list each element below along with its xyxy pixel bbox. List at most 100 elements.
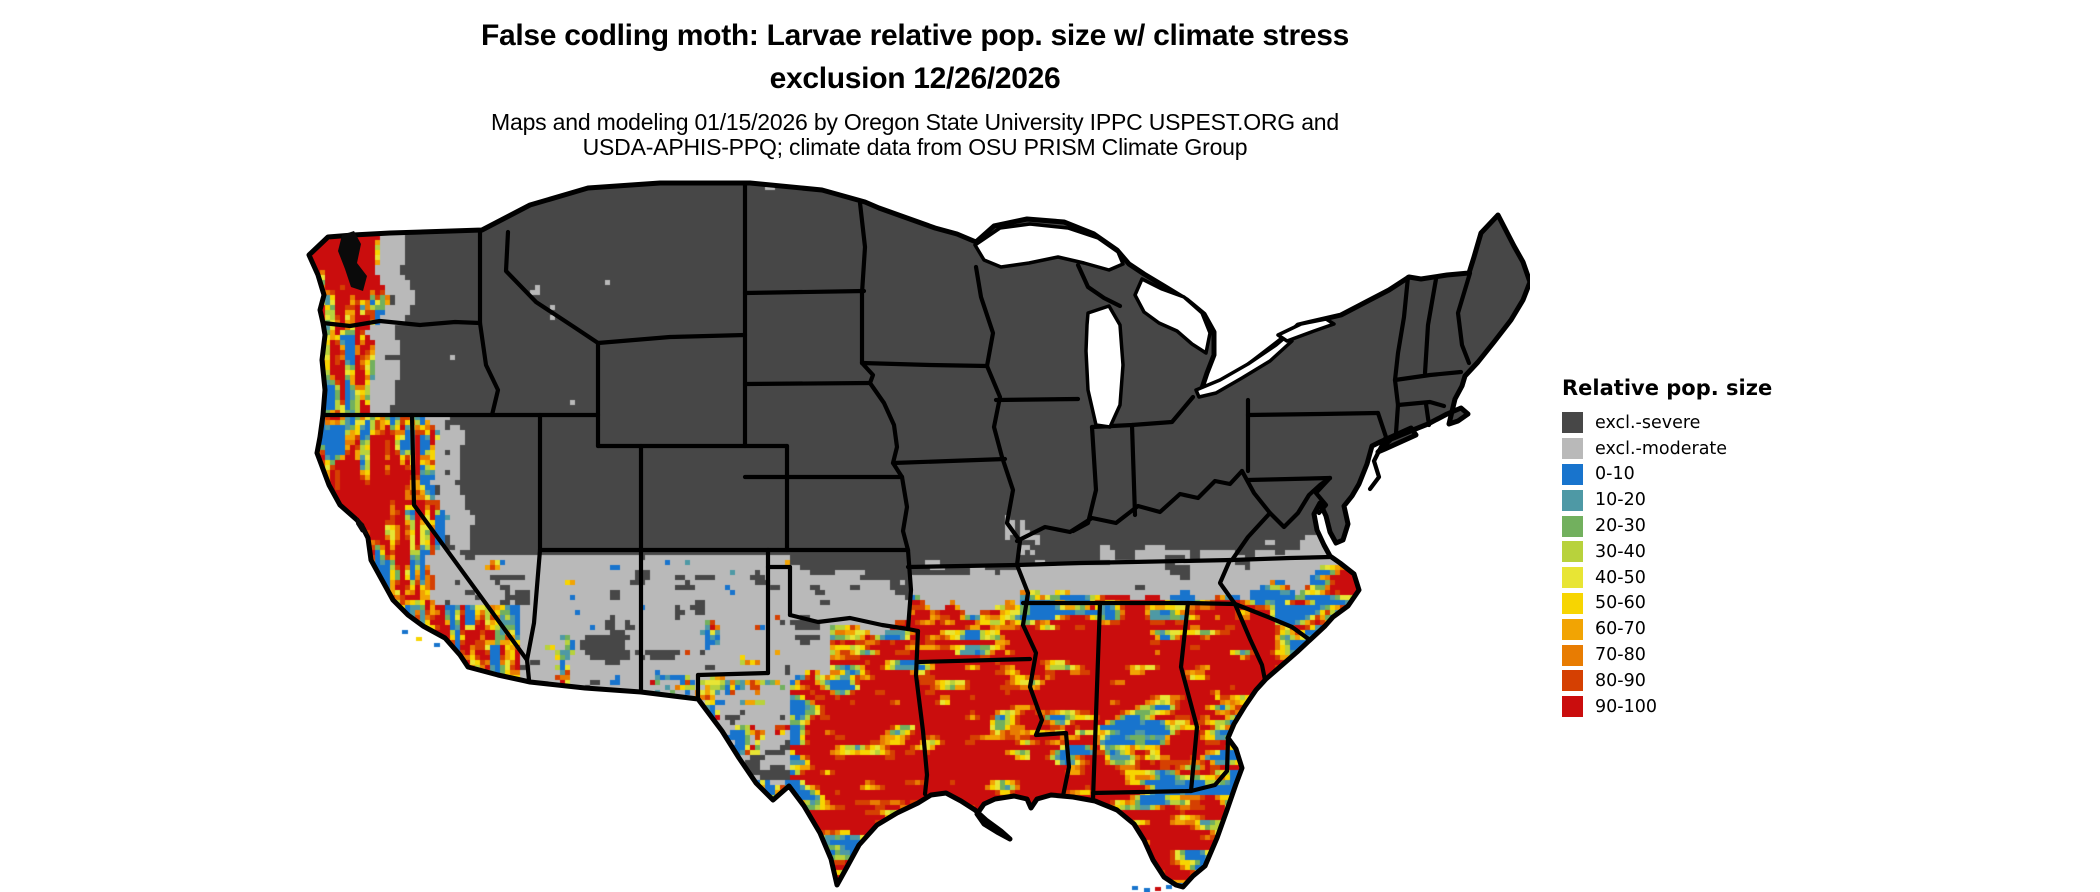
state-border bbox=[1422, 276, 1439, 376]
legend-swatch-70-80 bbox=[1562, 644, 1583, 666]
state-border bbox=[899, 474, 911, 553]
state-border bbox=[1229, 554, 1333, 563]
state-border bbox=[905, 562, 1020, 570]
great-lake bbox=[1276, 317, 1336, 343]
great-lake bbox=[1133, 277, 1212, 355]
puget-sound bbox=[338, 231, 367, 291]
state-border bbox=[595, 332, 748, 346]
legend-item: 20-30 bbox=[1562, 513, 1862, 539]
legend-item: 30-40 bbox=[1562, 539, 1862, 565]
state-borders-overlay bbox=[306, 180, 1530, 890]
legend-item: excl.-severe bbox=[1562, 410, 1862, 436]
map-title: False codling moth: Larvae relative pop.… bbox=[0, 14, 1830, 100]
legend-item: 60-70 bbox=[1562, 616, 1862, 642]
state-border bbox=[742, 380, 873, 387]
map-title-line1: False codling moth: Larvae relative pop.… bbox=[480, 19, 1350, 52]
state-border bbox=[320, 318, 483, 329]
state-border bbox=[1178, 600, 1200, 794]
legend-item: 0-10 bbox=[1562, 462, 1862, 488]
map-subtitle-line2: USDA-APHIS-PPQ; climate data from OSU PR… bbox=[582, 134, 1248, 160]
map-title-line2: exclusion 12/26/2026 bbox=[769, 62, 1061, 95]
state-border bbox=[1217, 557, 1238, 607]
state-border bbox=[859, 360, 905, 480]
state-border bbox=[1232, 601, 1268, 683]
great-lake bbox=[1084, 304, 1125, 429]
legend-swatch-20-30 bbox=[1562, 515, 1583, 537]
legend-label: 40-50 bbox=[1595, 567, 1646, 588]
sf-bay bbox=[356, 517, 368, 535]
state-border bbox=[1229, 510, 1273, 563]
legend-item: 80-90 bbox=[1562, 668, 1862, 694]
state-border bbox=[973, 264, 996, 369]
state-border bbox=[1245, 475, 1333, 483]
state-border bbox=[1393, 402, 1401, 436]
legend-swatch-60-70 bbox=[1562, 618, 1583, 640]
legend-swatch-10-20 bbox=[1562, 489, 1583, 511]
state-border bbox=[1392, 377, 1401, 408]
state-border bbox=[1232, 601, 1313, 643]
state-border bbox=[1245, 410, 1381, 418]
map-subtitle: Maps and modeling 01/15/2026 by Oregon S… bbox=[0, 110, 1830, 160]
state-border bbox=[409, 412, 530, 663]
state-border bbox=[1090, 600, 1103, 802]
legend-swatch-excl-severe bbox=[1562, 412, 1583, 434]
state-border bbox=[890, 456, 1008, 466]
state-border bbox=[1014, 557, 1235, 568]
legend: Relative pop. size excl.-severe excl.-mo… bbox=[1562, 376, 1862, 720]
state-border bbox=[1014, 468, 1245, 544]
state-border bbox=[503, 229, 601, 346]
state-border bbox=[477, 320, 501, 418]
legend-swatch-80-90 bbox=[1562, 670, 1583, 692]
state-border bbox=[984, 363, 1045, 738]
legend-item: 10-20 bbox=[1562, 487, 1862, 513]
legend-label: 70-80 bbox=[1595, 645, 1646, 666]
us-outline bbox=[306, 180, 1530, 890]
legend-item: 70-80 bbox=[1562, 642, 1862, 668]
legend-title: Relative pop. size bbox=[1562, 376, 1773, 400]
legend-swatch-excl-moderate bbox=[1562, 438, 1583, 460]
state-border bbox=[1455, 270, 1473, 366]
legend-swatch-90-100 bbox=[1562, 696, 1583, 718]
state-border bbox=[524, 657, 532, 683]
us-risk-map bbox=[230, 175, 1530, 892]
state-border bbox=[1188, 735, 1231, 794]
state-border bbox=[859, 360, 990, 369]
map-subtitle-line1: Maps and modeling 01/15/2026 by Oregon S… bbox=[491, 109, 1339, 135]
state-border bbox=[1367, 410, 1389, 492]
state-border bbox=[913, 628, 930, 797]
legend-label: 50-60 bbox=[1595, 593, 1646, 614]
state-border bbox=[1239, 468, 1333, 530]
state-border bbox=[1392, 369, 1464, 383]
state-border bbox=[1395, 399, 1447, 409]
legend-item: excl.-moderate bbox=[1562, 436, 1862, 462]
great-lake bbox=[973, 222, 1125, 272]
state-border bbox=[524, 547, 543, 663]
legend-label: 0-10 bbox=[1595, 464, 1635, 485]
state-border bbox=[742, 288, 867, 296]
legend-swatch-40-50 bbox=[1562, 567, 1583, 589]
state-border bbox=[993, 396, 1081, 403]
state-border bbox=[1020, 600, 1238, 607]
legend-label: 30-40 bbox=[1595, 541, 1646, 562]
legend-swatch-0-10 bbox=[1562, 463, 1583, 485]
legend-label: 60-70 bbox=[1595, 619, 1646, 640]
legend-label: 20-30 bbox=[1595, 516, 1646, 537]
legend-item: 90-100 bbox=[1562, 694, 1862, 720]
state-border bbox=[1033, 730, 1072, 799]
legend-label: 80-90 bbox=[1595, 670, 1646, 691]
legend-swatch-50-60 bbox=[1562, 592, 1583, 614]
legend-label: excl.-moderate bbox=[1595, 438, 1728, 459]
legend-item: 40-50 bbox=[1562, 565, 1862, 591]
state-border bbox=[915, 656, 1033, 665]
legend-label: 90-100 bbox=[1595, 696, 1657, 717]
state-border bbox=[1070, 424, 1099, 534]
state-border bbox=[1075, 262, 1123, 309]
legend-swatch-30-40 bbox=[1562, 541, 1583, 563]
state-border bbox=[1392, 274, 1411, 383]
state-border bbox=[1129, 422, 1138, 518]
state-border bbox=[695, 670, 771, 678]
map-raster bbox=[230, 175, 1530, 892]
legend-item: 50-60 bbox=[1562, 591, 1862, 617]
state-border bbox=[1090, 788, 1194, 796]
